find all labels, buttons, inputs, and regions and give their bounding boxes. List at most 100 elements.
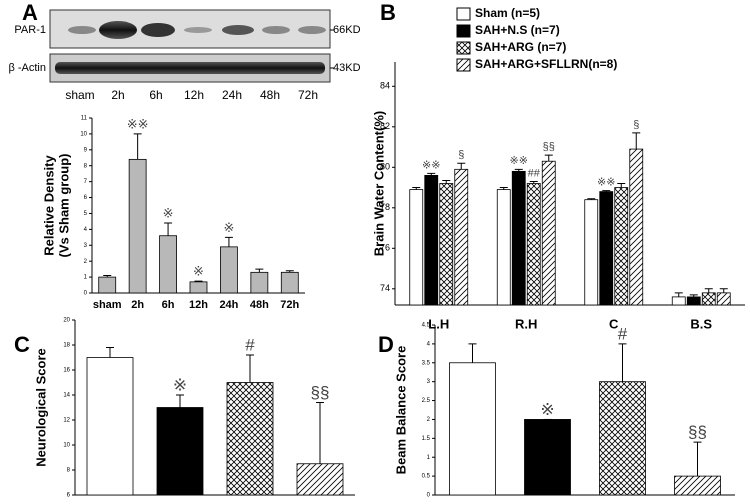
- error-bar: [285, 270, 294, 273]
- x-tick-label: B.S: [690, 316, 712, 331]
- error-bar: [246, 354, 254, 383]
- x-tick-label: 48h: [250, 299, 269, 311]
- error-bar: [255, 268, 264, 273]
- y-tick-label: 7: [84, 179, 88, 185]
- bar: [599, 381, 646, 496]
- error-bar: [719, 288, 728, 293]
- bar: [220, 246, 238, 294]
- bar: [226, 382, 274, 496]
- blot-row-label: β -Actin: [8, 62, 46, 74]
- x-tick-label: sham: [93, 299, 122, 311]
- panel-letter: B: [380, 0, 396, 25]
- blot-lane-label: sham: [65, 88, 94, 102]
- error-bar: [587, 198, 596, 200]
- y-tick-label: 1.5: [422, 436, 431, 442]
- y-tick-label: 16: [63, 368, 70, 374]
- error-bar: [457, 162, 466, 170]
- annotation: ※: [193, 264, 204, 279]
- y-tick-label: 1: [427, 455, 431, 461]
- y-tick-label: 18: [63, 343, 70, 349]
- y-tick-label: 1: [84, 275, 88, 281]
- bar: [280, 271, 299, 294]
- y-tick-label: 8: [84, 163, 88, 169]
- y-tick-label: 11: [81, 116, 88, 122]
- error-bar: [468, 343, 477, 363]
- y-tick-label: 6: [84, 195, 88, 201]
- annotation: #: [245, 335, 255, 354]
- bar: [439, 183, 454, 306]
- bar: [98, 276, 117, 294]
- y-axis-label: Relative Density: [41, 155, 56, 256]
- annotation: §: [458, 149, 464, 161]
- error-bar: [704, 288, 713, 293]
- error-bar: [602, 190, 611, 192]
- x-tick-label: 24h: [219, 299, 238, 311]
- y-axis-label: Beam Balance Score: [393, 346, 408, 475]
- x-tick-label: 6h: [162, 299, 175, 311]
- legend-swatch: [456, 41, 471, 55]
- error-bar: [316, 402, 324, 464]
- error-bar: [103, 275, 112, 278]
- blot-lane-label: 48h: [260, 88, 280, 102]
- legend-label: SAH+ARG (n=7): [475, 40, 566, 54]
- bar: [496, 189, 511, 306]
- error-bar: [133, 133, 142, 160]
- y-tick-label: 82: [380, 121, 390, 131]
- bar: [686, 296, 701, 306]
- y-axis-label: (Vs Sham group): [56, 153, 71, 257]
- bar: [599, 191, 614, 306]
- error-bar: [674, 292, 683, 297]
- bar: [671, 296, 686, 306]
- annotation: §§: [688, 423, 707, 442]
- bar: [526, 183, 541, 306]
- annotation: ※※: [422, 159, 440, 171]
- legend-swatch: [456, 7, 471, 21]
- bar: [424, 174, 439, 306]
- y-tick-label: 12: [63, 418, 70, 424]
- blot-image: [49, 9, 331, 83]
- y-tick-label: 14: [63, 393, 70, 399]
- annotation: ※: [173, 375, 187, 394]
- error-bar: [544, 154, 553, 162]
- y-tick-label: 3: [84, 243, 88, 249]
- error-bar: [224, 236, 233, 247]
- error-bar: [412, 187, 421, 190]
- y-tick-label: 78: [380, 202, 390, 212]
- y-tick-label: 2: [84, 259, 88, 265]
- bar: [629, 148, 644, 306]
- error-bar: [514, 168, 523, 172]
- y-tick-label: 5: [84, 211, 88, 217]
- annotation: §§: [311, 383, 330, 402]
- y-tick-label: 2: [427, 417, 431, 423]
- y-axis-label: Neurological Score: [33, 348, 48, 466]
- x-tick-label: 72h: [280, 299, 299, 311]
- error-bar: [427, 172, 436, 176]
- annotation: ※: [163, 205, 174, 220]
- error-bar: [632, 132, 641, 150]
- bar: [584, 199, 599, 306]
- annotation: ※※: [127, 116, 149, 131]
- x-tick-label: R.H: [515, 316, 537, 331]
- blot-size-label: 43KD: [333, 62, 361, 74]
- bar: [296, 463, 344, 496]
- bar: [189, 281, 208, 294]
- legend-label: SAH+ARG+SFLLRN(n=8): [475, 57, 617, 71]
- annotation: ※: [540, 400, 554, 419]
- bar: [159, 235, 177, 294]
- y-tick-label: 4.5: [422, 323, 431, 329]
- blot-lane-label: 12h: [184, 88, 204, 102]
- error-bar: [689, 294, 698, 297]
- blot-size-label: 66KD: [333, 24, 361, 36]
- bar: [86, 357, 134, 496]
- y-tick-label: 6: [67, 493, 71, 499]
- bar: [524, 419, 571, 496]
- y-tick-label: 0: [84, 291, 88, 297]
- error-bar: [106, 347, 114, 358]
- y-tick-label: 84: [380, 81, 390, 91]
- y-tick-label: 0: [427, 493, 431, 499]
- bar: [511, 170, 526, 306]
- error-bar: [618, 343, 627, 382]
- annotation: ※※: [597, 176, 615, 188]
- y-tick-label: 4: [427, 341, 431, 347]
